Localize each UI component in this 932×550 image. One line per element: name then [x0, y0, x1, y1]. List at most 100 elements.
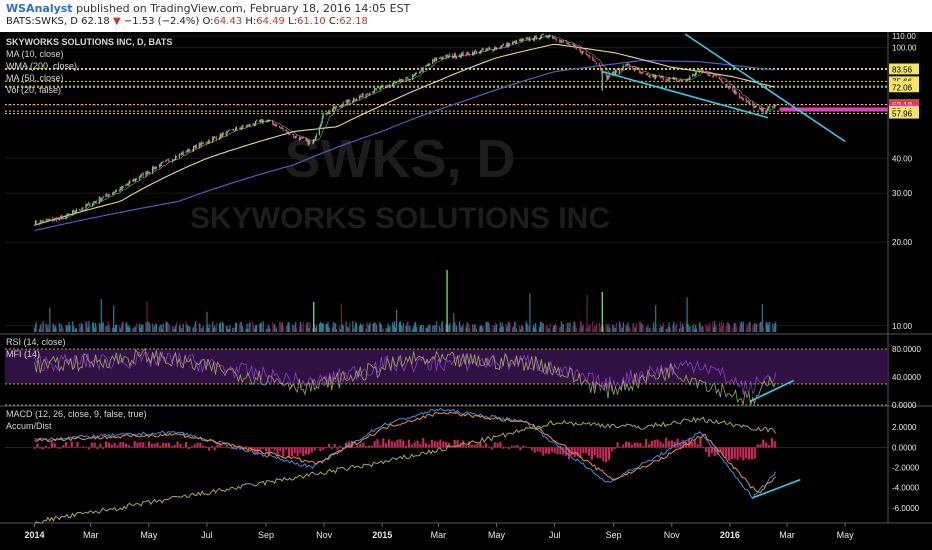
legend-ma10[interactable]: MA (10, close)	[6, 49, 64, 59]
volume-bar	[295, 328, 298, 332]
candle-body	[618, 68, 620, 74]
candle-body	[707, 73, 709, 75]
legend-ma50[interactable]: MA (50, close)	[6, 73, 64, 83]
ma10-path	[46, 35, 776, 222]
volume-bar	[115, 324, 118, 332]
volume-bar	[186, 324, 188, 332]
legend-wma200[interactable]: WMA (200, close)	[6, 61, 77, 71]
volume-bar	[187, 325, 189, 332]
candle-body	[381, 86, 383, 87]
candle-body	[154, 166, 157, 169]
volume-bar	[308, 327, 310, 332]
volume-bar	[174, 328, 176, 332]
candle-body	[572, 44, 574, 45]
price-candles	[33, 33, 777, 226]
candle-body	[281, 127, 283, 129]
candle-body	[181, 152, 183, 155]
volume-bar	[633, 322, 635, 332]
volume-bar	[514, 321, 516, 332]
macd-hist-bar	[425, 443, 428, 448]
candle-body	[272, 120, 274, 124]
macd-hist-bar	[367, 445, 371, 448]
volume-bar	[609, 328, 611, 332]
candle-body	[353, 99, 356, 101]
legend-mfi[interactable]: MFI (14)	[6, 349, 40, 359]
volume-bar	[201, 327, 203, 332]
candle-body	[454, 53, 457, 58]
candle-body	[493, 50, 495, 52]
macd-hist-bar	[450, 447, 453, 448]
candle-body	[422, 67, 424, 72]
candle-body	[239, 128, 241, 130]
volume-bar	[453, 313, 455, 332]
macd-hist-bar	[82, 446, 85, 448]
volume-bar	[219, 322, 221, 332]
macd-legend: MACD (12, 26, close, 9, false, true) Acc…	[6, 409, 147, 431]
volume-bar	[459, 324, 462, 332]
volume-bar	[68, 321, 70, 332]
candle-body	[285, 130, 287, 131]
candle-body	[115, 190, 118, 192]
volume-bar	[235, 322, 238, 332]
time-tick-label: 2015	[372, 530, 392, 540]
volume-bar	[245, 328, 247, 332]
candle-body	[754, 106, 756, 108]
candle-body	[235, 127, 238, 129]
candle-body	[714, 74, 717, 76]
macd-hist-bar	[665, 437, 668, 448]
volume-bar	[315, 328, 317, 332]
candle-body	[353, 98, 355, 102]
volume-bar	[727, 322, 729, 332]
volume-bar	[722, 322, 724, 332]
volume-bar	[634, 328, 636, 332]
volume-bar	[747, 326, 749, 332]
candle-body	[614, 71, 616, 75]
volume-bar	[75, 328, 78, 332]
candle-body	[113, 192, 116, 194]
macd-hist-bar	[627, 442, 631, 448]
volume-bar	[253, 324, 255, 332]
chart-background	[0, 32, 932, 550]
candle-body	[246, 125, 248, 127]
candle-body	[480, 50, 482, 52]
volume-bar	[85, 321, 87, 332]
candle-body	[39, 220, 41, 224]
volume-bar	[289, 326, 291, 332]
volume-bar	[160, 324, 162, 332]
candle-body	[729, 85, 731, 88]
macd-hist-bar	[650, 440, 653, 448]
macd-hist-bar	[382, 438, 385, 448]
author-link[interactable]: WSAnalyst	[6, 2, 73, 15]
volume-bar	[640, 323, 642, 332]
macd-panel	[5, 407, 888, 525]
macd-hist-bar	[710, 447, 713, 454]
volume-bar	[686, 297, 688, 332]
candle-body	[518, 39, 520, 42]
macd-hist-bar	[230, 447, 233, 450]
candle-body	[505, 44, 507, 47]
candle-body	[501, 45, 503, 47]
legend-rsi[interactable]: RSI (14, close)	[6, 337, 66, 347]
candle-body	[482, 48, 484, 51]
ohlc-line: BATS:SWKS, D 62.18 ▼ −1.53 (−2.4%) O:64.…	[6, 16, 368, 27]
volume-bar	[741, 323, 743, 332]
macd-hist-bar	[53, 443, 56, 448]
candle-body	[40, 221, 42, 223]
chart-canvas[interactable]: SWKS, D SKYWORKS SOLUTIONS INC 10.00 20.0…	[0, 32, 932, 550]
candle-body	[213, 137, 215, 139]
legend-accum[interactable]: Accum/Dist	[6, 421, 52, 431]
price-label-box	[889, 82, 919, 93]
volume-bar	[752, 324, 754, 332]
volume-bar	[319, 321, 321, 332]
volume-spike	[313, 302, 315, 332]
macd-hist-bar	[470, 444, 473, 448]
volume-bar	[38, 328, 40, 332]
candle-body	[46, 219, 48, 221]
legend-vol[interactable]: Vol (20, false)	[6, 85, 61, 95]
panel-separators	[0, 32, 932, 524]
candle-body	[369, 92, 371, 95]
macd-hist-bar	[359, 443, 362, 448]
volume-bar	[749, 322, 751, 332]
volume-bar	[533, 324, 535, 332]
legend-macd[interactable]: MACD (12, 26, close, 9, false, true)	[6, 409, 147, 419]
